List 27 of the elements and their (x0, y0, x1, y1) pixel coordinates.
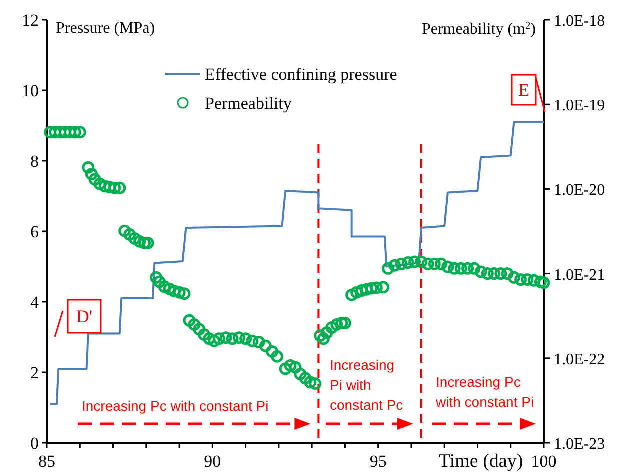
x-tick-label: 90 (204, 452, 222, 471)
y2-tick-label: 1.0E-22 (554, 351, 606, 368)
y-tick-label: 0 (30, 434, 39, 453)
y2-tick-label: 1.0E-18 (554, 13, 606, 30)
x-tick-label: 95 (370, 452, 387, 471)
annotation: D' (76, 306, 93, 326)
y-tick-label: 8 (30, 152, 39, 171)
x-axis-title: Time (day) (438, 451, 524, 472)
y-axis-title: Pressure (MPa) (56, 20, 156, 37)
y2-axis-title: Permeability (m$^{2}$) (422, 20, 536, 38)
x-tick-label: 100 (531, 452, 557, 471)
y2-tick-label: 1.0E-19 (554, 98, 606, 115)
x-tick-label: 85 (38, 452, 56, 471)
y2-tick-label: 1.0E-23 (554, 436, 606, 453)
y-tick-label: 4 (30, 293, 40, 312)
legend-label: Effective confining pressure (205, 65, 398, 84)
annotation: E (518, 80, 530, 100)
y2-tick-label: 1.0E-21 (554, 266, 606, 284)
y2-tick-label: 1.0E-20 (554, 182, 606, 200)
y-tick-label: 6 (30, 222, 39, 242)
annotation: Increasing Pc with constant Pi (435, 374, 534, 410)
y-tick-label: 10 (22, 82, 39, 100)
annotation: Increasing Pi with constant Pc (330, 357, 404, 413)
legend-label: Permeability (205, 94, 292, 113)
y-tick-label: 2 (30, 364, 39, 382)
y-tick-label: 12 (22, 11, 39, 30)
annotation: Increasing Pc with constant Pi (82, 398, 269, 414)
